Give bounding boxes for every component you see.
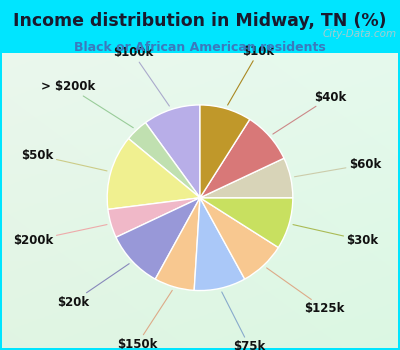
Wedge shape (108, 198, 200, 237)
Text: Income distribution in Midway, TN (%): Income distribution in Midway, TN (%) (13, 12, 387, 30)
Text: $75k: $75k (222, 292, 266, 350)
Text: $60k: $60k (294, 158, 381, 177)
Text: $20k: $20k (57, 264, 129, 308)
Text: $125k: $125k (267, 268, 345, 315)
Text: > $200k: > $200k (42, 80, 133, 128)
Wedge shape (107, 139, 200, 209)
Text: $50k: $50k (22, 149, 107, 171)
Text: $10k: $10k (228, 45, 275, 105)
Text: $30k: $30k (293, 225, 378, 247)
Wedge shape (200, 198, 293, 247)
Wedge shape (200, 105, 250, 198)
Text: $40k: $40k (273, 91, 346, 134)
Wedge shape (200, 119, 284, 198)
Text: Black or African American residents: Black or African American residents (74, 41, 326, 54)
Text: $200k: $200k (14, 225, 107, 247)
Wedge shape (155, 198, 200, 290)
Wedge shape (200, 198, 278, 279)
Text: $100k: $100k (113, 47, 169, 106)
Wedge shape (128, 122, 200, 198)
Text: City-Data.com: City-Data.com (322, 29, 396, 39)
Wedge shape (116, 198, 200, 279)
Wedge shape (194, 198, 245, 290)
Wedge shape (200, 158, 293, 198)
Text: $150k: $150k (117, 290, 172, 350)
Wedge shape (146, 105, 200, 198)
